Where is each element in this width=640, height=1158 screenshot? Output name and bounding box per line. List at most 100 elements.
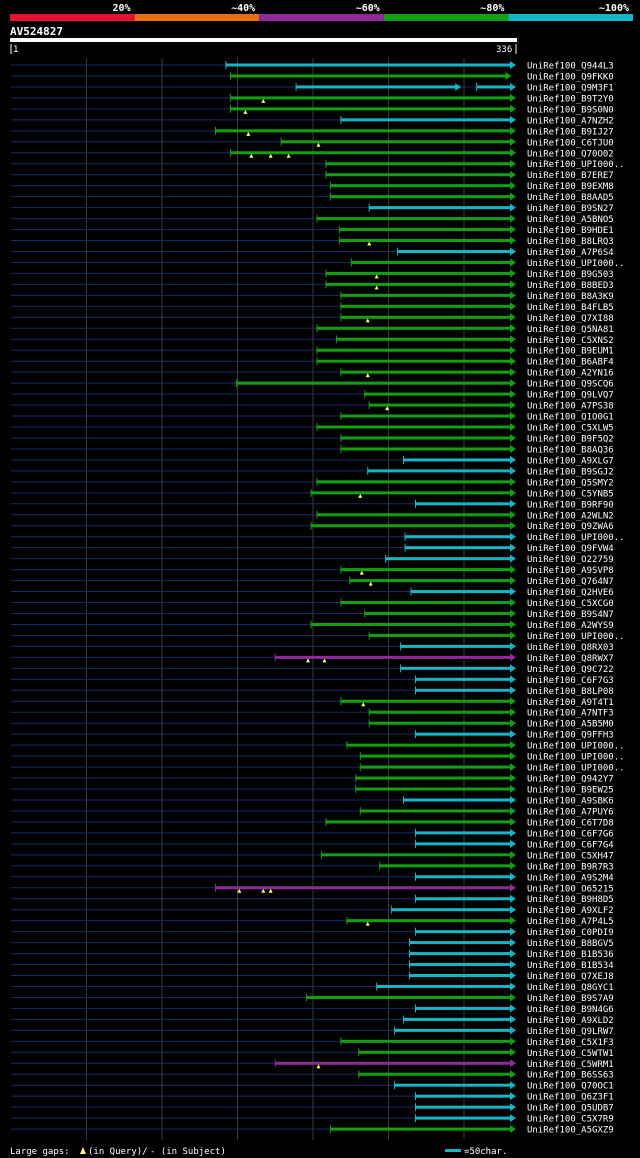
- hit-row[interactable]: UniRef100_C6TJU0: [11, 137, 614, 149]
- hit-label[interactable]: UniRef100_B9N4G6: [527, 1005, 614, 1015]
- hit-label[interactable]: UniRef100_B9SGJ2: [527, 467, 614, 477]
- hit-label[interactable]: UniRef100_B9H8D5: [527, 895, 614, 905]
- hit-label[interactable]: UniRef100_Q9LRW7: [527, 1027, 614, 1037]
- hit-label[interactable]: UniRef100_B9EW25: [527, 786, 614, 796]
- hit-row[interactable]: UniRef100_A7P4L5: [11, 916, 614, 928]
- hit-label[interactable]: UniRef100_C5WRM1: [527, 1060, 614, 1070]
- hit-label[interactable]: UniRef100_Q1O0G1: [527, 413, 614, 423]
- hit-label[interactable]: UniRef100_A2WLN2: [527, 511, 614, 521]
- hit-row[interactable]: UniRef100_B8AQ36: [11, 444, 614, 456]
- hit-row[interactable]: UniRef100_Q6Z3F1: [11, 1092, 614, 1103]
- hit-label[interactable]: UniRef100_C6F7G6: [527, 829, 614, 839]
- hit-row[interactable]: UniRef100_Q9LRW7: [11, 1026, 614, 1037]
- hit-label[interactable]: UniRef100_UPI000..: [527, 632, 625, 642]
- hit-label[interactable]: UniRef100_Q9SCQ6: [527, 380, 614, 390]
- hit-row[interactable]: UniRef100_Q9FFH3: [11, 730, 614, 741]
- hit-label[interactable]: UniRef100_O65215: [527, 884, 614, 894]
- hit-row[interactable]: UniRef100_Q942Y7: [11, 774, 614, 785]
- hit-row[interactable]: UniRef100_B8BGV5: [11, 938, 614, 950]
- hit-label[interactable]: UniRef100_B4FLB5: [527, 303, 614, 313]
- hit-row[interactable]: UniRef100_Q9M3F1: [11, 82, 614, 94]
- hit-row[interactable]: UniRef100_C5X7R9: [11, 1114, 614, 1125]
- hit-row[interactable]: UniRef100_B9S4N7: [11, 609, 614, 621]
- hit-label[interactable]: UniRef100_UPI000..: [527, 533, 625, 543]
- hit-row[interactable]: UniRef100_Q1O0G1: [11, 412, 614, 423]
- hit-label[interactable]: UniRef100_A7P6S4: [527, 248, 614, 258]
- hit-row[interactable]: UniRef100_A7PS38: [11, 401, 614, 412]
- hit-label[interactable]: UniRef100_A2WYS9: [527, 621, 614, 631]
- hit-label[interactable]: UniRef100_Q5NA81: [527, 325, 614, 335]
- hit-label[interactable]: UniRef100_Q764N7: [527, 577, 614, 587]
- hit-label[interactable]: UniRef100_B8AQ36: [527, 445, 614, 455]
- hit-row[interactable]: UniRef100_B9T2Y0: [11, 93, 614, 105]
- hit-label[interactable]: UniRef100_Q8RX03: [527, 643, 614, 653]
- hit-row[interactable]: UniRef100_Q764N7: [11, 576, 614, 588]
- hit-row[interactable]: UniRef100_C0PDI9: [11, 927, 614, 939]
- hit-label[interactable]: UniRef100_A7NZH2: [527, 116, 614, 126]
- hit-label[interactable]: UniRef100_A5GXZ9: [527, 1126, 614, 1136]
- hit-label[interactable]: UniRef100_A5B5M0: [527, 720, 614, 730]
- hit-row[interactable]: UniRef100_C6T7D8: [11, 817, 614, 829]
- hit-row[interactable]: UniRef100_Q2HVE6: [11, 587, 614, 599]
- hit-label[interactable]: UniRef100_A9XLG7: [527, 456, 614, 466]
- hit-label[interactable]: UniRef100_B1B536: [527, 950, 614, 960]
- hit-row[interactable]: UniRef100_Q70OC1: [11, 1081, 614, 1092]
- hit-row[interactable]: UniRef100_Q9FKK0: [11, 71, 614, 83]
- hit-label[interactable]: UniRef100_B9R7R3: [527, 862, 614, 872]
- hit-row[interactable]: UniRef100_B9RF90: [11, 499, 614, 511]
- hit-row[interactable]: UniRef100_Q9FVW4: [11, 543, 614, 555]
- hit-row[interactable]: UniRef100_B9EUM1: [11, 346, 614, 357]
- hit-row[interactable]: UniRef100_B1B536: [11, 949, 614, 961]
- hit-row[interactable]: UniRef100_A5GXZ9: [11, 1125, 614, 1136]
- hit-label[interactable]: UniRef100_C6T7D8: [527, 818, 614, 828]
- hit-row[interactable]: UniRef100_B9EXM8: [11, 181, 614, 193]
- hit-row[interactable]: UniRef100_Q9LVQ7: [11, 390, 614, 401]
- hit-label[interactable]: UniRef100_C6F7G3: [527, 676, 614, 686]
- hit-row[interactable]: UniRef100_B7ERE7: [11, 170, 614, 182]
- hit-row[interactable]: UniRef100_A2WLN2: [11, 510, 614, 522]
- hit-label[interactable]: UniRef100_B7ERE7: [527, 171, 614, 181]
- hit-row[interactable]: UniRef100_B8LRQ3: [11, 236, 614, 248]
- hit-label[interactable]: UniRef100_B9T2Y0: [527, 94, 614, 104]
- hit-label[interactable]: UniRef100_UPI000..: [527, 742, 625, 752]
- hit-row[interactable]: UniRef100_C5XCG0: [11, 598, 614, 610]
- hit-label[interactable]: UniRef100_Q7XI88: [527, 314, 614, 324]
- hit-label[interactable]: UniRef100_Q5UDB7: [527, 1104, 614, 1114]
- hit-label[interactable]: UniRef100_B9EXM8: [527, 182, 614, 192]
- hit-label[interactable]: UniRef100_UPI000..: [527, 259, 625, 269]
- hit-label[interactable]: UniRef100_B1B534: [527, 961, 614, 971]
- hit-row[interactable]: UniRef100_B9R7R3: [11, 861, 614, 873]
- hit-label[interactable]: UniRef100_A9S2M4: [527, 873, 614, 883]
- hit-label[interactable]: UniRef100_B9S0N0: [527, 105, 614, 115]
- hit-label[interactable]: UniRef100_C5WTW1: [527, 1049, 614, 1059]
- hit-row[interactable]: UniRef100_C5YNB5: [11, 488, 614, 500]
- hit-row[interactable]: UniRef100_B1B534: [11, 960, 614, 972]
- hit-row[interactable]: UniRef100_A9SBK6: [11, 795, 614, 807]
- hit-label[interactable]: UniRef100_C6F7G4: [527, 840, 614, 850]
- hit-row[interactable]: UniRef100_O65215: [11, 883, 614, 895]
- hit-label[interactable]: UniRef100_O22759: [527, 555, 614, 565]
- hit-label[interactable]: UniRef100_A5BNO5: [527, 215, 614, 225]
- hit-label[interactable]: UniRef100_Q2HVE6: [527, 588, 614, 598]
- hit-row[interactable]: UniRef100_Q9SCQ6: [11, 379, 614, 390]
- hit-label[interactable]: UniRef100_Q5SMY2: [527, 478, 614, 488]
- hit-label[interactable]: UniRef100_B6SS63: [527, 1071, 614, 1081]
- hit-row[interactable]: UniRef100_B8LP08: [11, 686, 614, 697]
- hit-row[interactable]: UniRef100_A9XLD2: [11, 1015, 614, 1026]
- hit-row[interactable]: UniRef100_C6F7G3: [11, 675, 614, 686]
- hit-row[interactable]: UniRef100_B9SN27: [11, 203, 614, 215]
- hit-label[interactable]: UniRef100_B9SN27: [527, 204, 614, 214]
- hit-row[interactable]: UniRef100_A5B5M0: [11, 719, 614, 730]
- hit-label[interactable]: UniRef100_Q7XEJ8: [527, 972, 614, 982]
- hit-label[interactable]: UniRef100_UPI000..: [527, 160, 625, 170]
- hit-row[interactable]: UniRef100_Q5SMY2: [11, 477, 614, 489]
- hit-label[interactable]: UniRef100_B9S7A9: [527, 994, 614, 1004]
- hit-label[interactable]: UniRef100_A9SBK6: [527, 796, 614, 806]
- hit-row[interactable]: UniRef100_Q7XI88: [11, 313, 614, 324]
- hit-row[interactable]: UniRef100_B9N4G6: [11, 1004, 614, 1015]
- hit-row[interactable]: UniRef100_A7P6S4: [11, 247, 614, 258]
- hit-label[interactable]: UniRef100_B9EUM1: [527, 347, 614, 357]
- hit-row[interactable]: UniRef100_B6ABF4: [11, 357, 614, 368]
- hit-label[interactable]: UniRef100_A7PUY6: [527, 807, 614, 817]
- hit-label[interactable]: UniRef100_B8AAD5: [527, 193, 614, 203]
